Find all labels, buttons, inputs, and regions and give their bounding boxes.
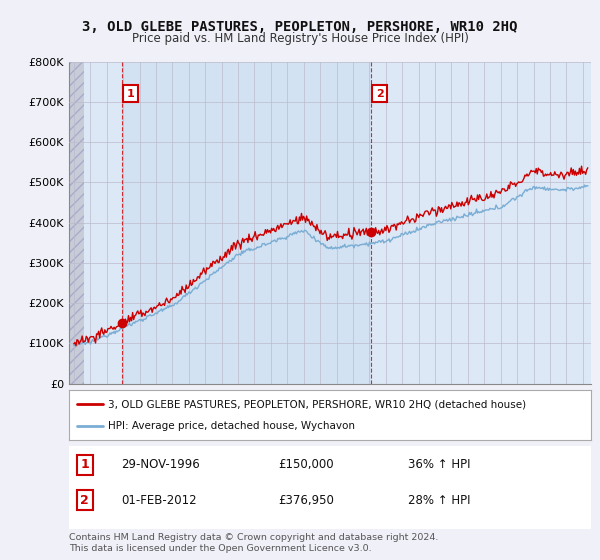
- Text: £376,950: £376,950: [278, 494, 334, 507]
- Text: HPI: Average price, detached house, Wychavon: HPI: Average price, detached house, Wych…: [108, 421, 355, 431]
- Text: 2: 2: [376, 89, 383, 99]
- Text: 2: 2: [80, 494, 89, 507]
- Text: 28% ↑ HPI: 28% ↑ HPI: [409, 494, 471, 507]
- Text: 1: 1: [80, 458, 89, 471]
- Text: £150,000: £150,000: [278, 458, 334, 471]
- Bar: [69, 62, 84, 384]
- Text: Contains HM Land Registry data © Crown copyright and database right 2024.
This d: Contains HM Land Registry data © Crown c…: [69, 533, 439, 553]
- Text: 1: 1: [127, 89, 134, 99]
- Text: 01-FEB-2012: 01-FEB-2012: [121, 494, 197, 507]
- Text: 3, OLD GLEBE PASTURES, PEOPLETON, PERSHORE, WR10 2HQ: 3, OLD GLEBE PASTURES, PEOPLETON, PERSHO…: [82, 20, 518, 34]
- Text: Price paid vs. HM Land Registry's House Price Index (HPI): Price paid vs. HM Land Registry's House …: [131, 32, 469, 45]
- Text: 36% ↑ HPI: 36% ↑ HPI: [409, 458, 471, 471]
- Text: 29-NOV-1996: 29-NOV-1996: [121, 458, 200, 471]
- Bar: [122, 62, 371, 384]
- Text: 3, OLD GLEBE PASTURES, PEOPLETON, PERSHORE, WR10 2HQ (detached house): 3, OLD GLEBE PASTURES, PEOPLETON, PERSHO…: [108, 399, 526, 409]
